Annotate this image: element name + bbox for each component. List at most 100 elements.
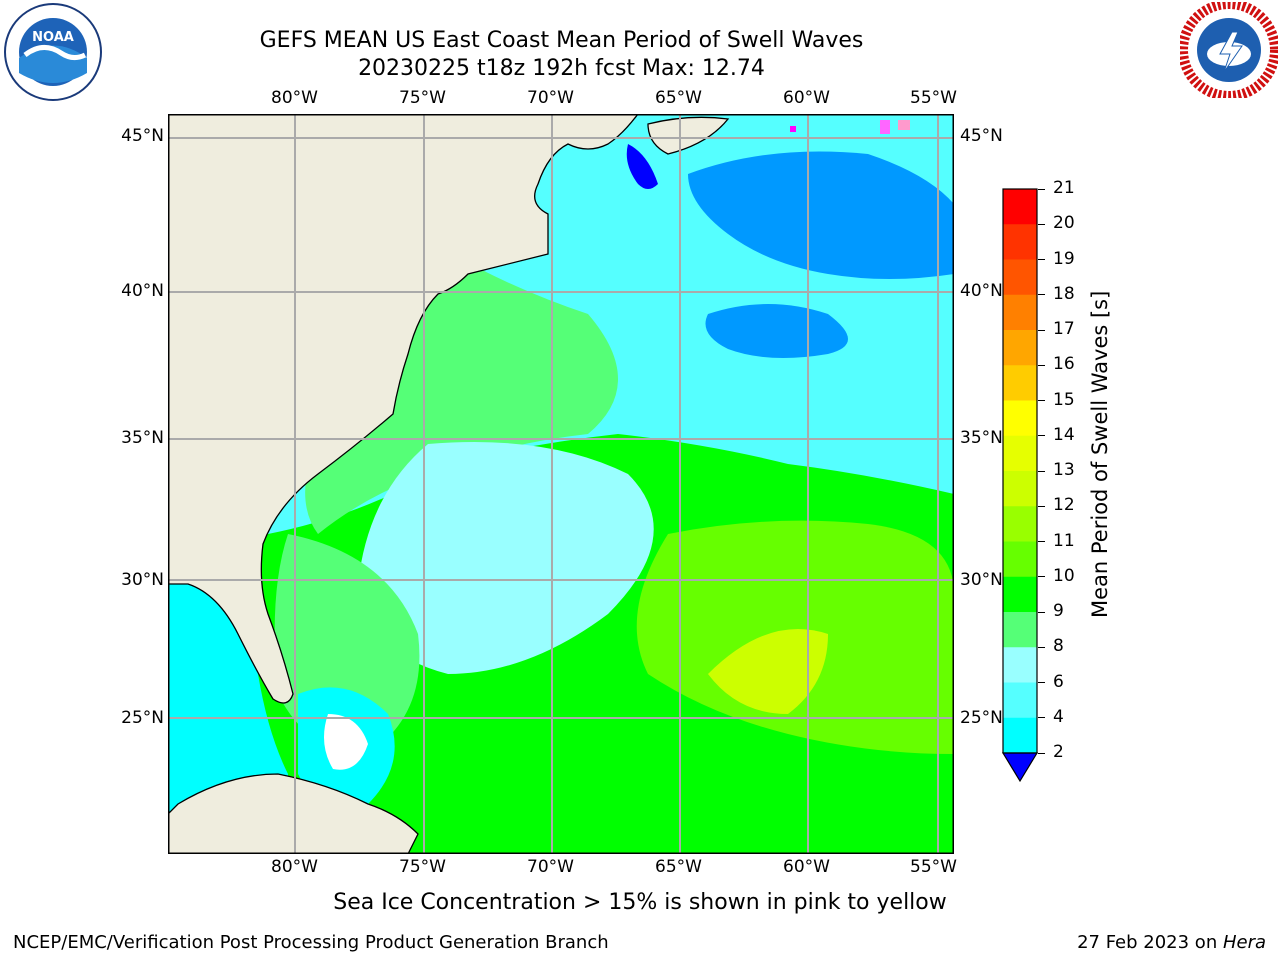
colorbar-tick-mark [1038, 364, 1045, 366]
colorbar-segment [1003, 435, 1037, 472]
lat-label-left: 30°N [121, 570, 164, 590]
colorbar-tick-label: 4 [1053, 706, 1064, 727]
sea-ice-spot [898, 120, 910, 130]
colorbar-label: Mean Period of Swell Waves [s] [1088, 290, 1112, 618]
colorbar-tick-mark [1038, 259, 1045, 260]
lon-label-top: 65°W [655, 88, 702, 108]
colorbar-tick-label: 19 [1053, 248, 1075, 269]
map-gridlines [168, 114, 954, 854]
footer-host: Hera [1222, 932, 1266, 953]
colorbar-segment [1003, 224, 1037, 260]
colorbar-segment [1003, 330, 1037, 366]
colorbar-tick-label: 18 [1053, 283, 1075, 304]
colorbar-tick-mark [1038, 576, 1045, 578]
colorbar-segment [1003, 365, 1037, 401]
colorbar-segment [1003, 682, 1037, 719]
lat-label-right: 40°N [960, 281, 1003, 301]
colorbar-tick-label: 16 [1053, 354, 1075, 375]
colorbar-tick-label: 10 [1053, 565, 1075, 586]
colorbar [1002, 188, 1038, 783]
title-line-1: GEFS MEAN US East Coast Mean Period of S… [259, 28, 864, 53]
colorbar-tick-mark [1038, 541, 1045, 542]
colorbar-tick-mark [1038, 294, 1045, 296]
colorbar-tick-mark [1038, 188, 1045, 190]
map-frame [168, 114, 954, 854]
colorbar-tick-mark [1038, 646, 1045, 648]
colorbar-tick-mark [1038, 223, 1045, 225]
footer-producer: NCEP/EMC/Verification Post Processing Pr… [13, 932, 609, 953]
lat-label-right: 45°N [960, 126, 1003, 146]
chart-title: GEFS MEAN US East Coast Mean Period of S… [0, 27, 1123, 83]
noaa-logo: NOAA [4, 3, 102, 101]
sea-ice-spot [880, 120, 890, 134]
colorbar-tick-label: 12 [1053, 495, 1075, 516]
colorbar-tick-mark [1038, 329, 1045, 331]
blue-patch-mid [705, 304, 848, 358]
lon-label-bottom: 70°W [527, 857, 574, 877]
lon-label-top: 70°W [527, 88, 574, 108]
blue-patch-north [688, 151, 954, 279]
lon-label-bottom: 60°W [783, 857, 830, 877]
colorbar-tick-mark [1038, 435, 1045, 437]
colorbar-segment [1003, 541, 1037, 578]
colorbar-tick-label: 9 [1053, 601, 1064, 621]
colorbar-segment [1003, 294, 1037, 331]
sea-ice-note: Sea Ice Concentration > 15% is shown in … [333, 890, 947, 915]
colorbar-tick-label: 14 [1053, 424, 1075, 445]
land-cuba [168, 773, 419, 854]
colorbar-tick-label: 20 [1053, 213, 1075, 234]
lat-label-left: 25°N [121, 708, 164, 728]
lat-label-left: 45°N [121, 126, 164, 146]
colorbar-extend-arrow [1002, 752, 1038, 783]
colorbar-tick-mark [1038, 752, 1045, 754]
lon-label-top: 75°W [399, 88, 446, 108]
lon-label-top: 80°W [271, 88, 318, 108]
colorbar-segment [1003, 471, 1037, 507]
colorbar-tick-mark [1038, 717, 1045, 719]
lat-label-right: 25°N [960, 708, 1003, 728]
lat-label-left: 40°N [121, 281, 164, 301]
lon-label-bottom: 75°W [399, 857, 446, 877]
colorbar-segment [1003, 576, 1037, 613]
nws-logo [1180, 2, 1278, 98]
swell-period-map [168, 114, 954, 854]
colorbar-tick-mark [1038, 682, 1045, 683]
yellow-green-max-patch [708, 629, 828, 714]
colorbar-tick-label: 11 [1053, 530, 1075, 551]
colorbar-tick-mark [1038, 400, 1045, 401]
lon-label-bottom: 65°W [655, 857, 702, 877]
colorbar-tick-label: 17 [1053, 319, 1075, 339]
colorbar-segment [1003, 259, 1037, 296]
colorbar-tick-mark [1038, 611, 1045, 613]
lon-label-bottom: 80°W [271, 857, 318, 877]
title-line-2: 20230225 t18z 192h fcst Max: 12.74 [358, 56, 765, 81]
bahamas-banks [324, 714, 368, 770]
colorbar-segment [1003, 189, 1037, 225]
lat-label-right: 35°N [960, 428, 1003, 448]
deep-blue-bay-of-fundy [626, 144, 658, 189]
light-cyan-southeast [358, 442, 654, 674]
colorbar-tick-label: 2 [1053, 742, 1064, 762]
land-nova-scotia [647, 116, 730, 155]
lon-label-top: 60°W [783, 88, 830, 108]
lon-label-bottom: 55°W [910, 857, 957, 877]
noaa-logo-text: NOAA [32, 30, 74, 45]
colorbar-segment [1003, 647, 1037, 683]
colorbar-tick-label: 15 [1053, 389, 1075, 410]
colorbar-tick-label: 13 [1053, 460, 1075, 480]
colorbar-tick-label: 6 [1053, 671, 1064, 692]
sea-ice-spot [790, 126, 796, 132]
lat-label-right: 30°N [960, 570, 1003, 590]
footer-date: 27 Feb 2023 on Hera [1077, 932, 1266, 953]
colorbar-tick-mark [1038, 470, 1045, 472]
colorbar-tick-label: 8 [1053, 636, 1064, 657]
colorbar-segment [1003, 612, 1037, 648]
land-north-america [168, 114, 639, 704]
footer-date-text: 27 Feb 2023 on [1077, 932, 1223, 953]
colorbar-segment [1003, 400, 1037, 437]
lon-label-top: 55°W [910, 88, 957, 108]
colorbar-segment [1003, 506, 1037, 542]
colorbar-tick-label: 21 [1053, 178, 1075, 198]
colorbar-segment [1003, 717, 1037, 754]
colorbar-frame [1002, 188, 1038, 754]
